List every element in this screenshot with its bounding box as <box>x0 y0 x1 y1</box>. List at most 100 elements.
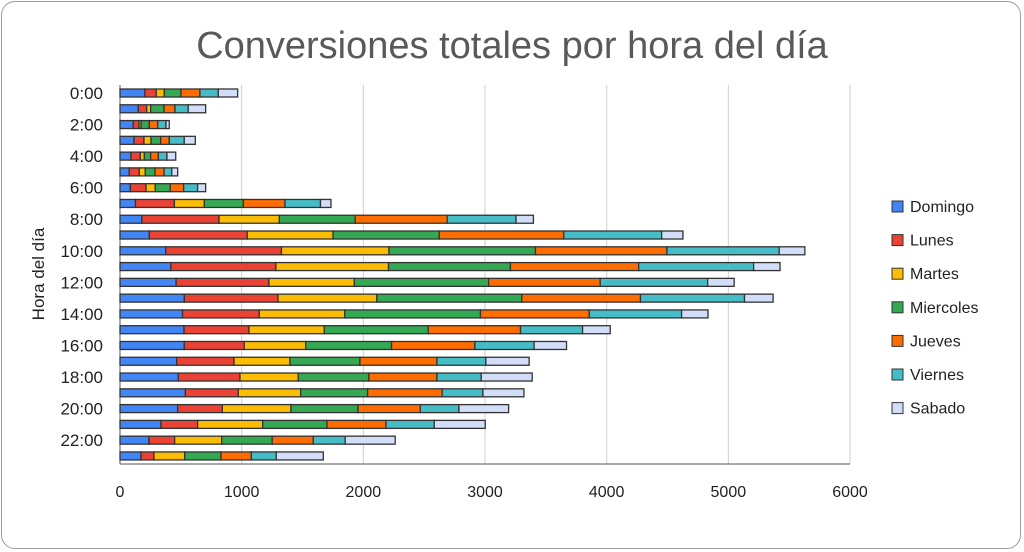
bar-segment-miercoles <box>353 277 490 288</box>
legend-label: Lunes <box>910 233 954 250</box>
bar-segment-viernes <box>666 246 780 256</box>
bar-segment-martes <box>243 340 307 351</box>
bar-segment-lunes <box>128 167 140 177</box>
bar-segment-viernes <box>163 167 173 177</box>
bar-segment-domingo <box>119 451 142 461</box>
bar-segment-miercoles <box>278 214 356 224</box>
bar-group-18-00 <box>119 372 533 382</box>
bar-segment-miercoles <box>144 167 156 177</box>
legend-swatch <box>891 267 904 280</box>
bar-segment-viernes <box>436 372 482 382</box>
legend-item-martes: Martes <box>891 266 959 283</box>
chart-title: Conversiones totales por hora del día <box>196 25 828 67</box>
bar-segment-sabado <box>217 88 239 98</box>
x-tick-label: 0 <box>116 484 125 501</box>
bar-segment-sabado <box>171 167 179 177</box>
legend-item-sabado: Sabado <box>891 401 965 418</box>
bar-segment-lunes <box>132 119 140 130</box>
bar-segment-domingo <box>119 151 132 161</box>
legend-swatch <box>891 368 904 381</box>
bar-segment-jueves <box>438 230 565 240</box>
bar-segment-martes <box>237 388 302 398</box>
bar-segment-viernes <box>639 293 746 303</box>
bar-group-12-00 <box>119 277 735 288</box>
x-tick-label: 3000 <box>467 484 503 501</box>
y-tick-label: 2:00 <box>70 116 103 135</box>
bar-segment-viernes <box>284 198 322 209</box>
bar-group-0-00 <box>119 88 239 98</box>
bar-group-1-00 <box>119 104 207 114</box>
bar-segment-lunes <box>175 277 270 288</box>
bar-segment-domingo <box>119 309 184 319</box>
bar-segment-sabado <box>778 246 806 256</box>
bar-segment-miercoles <box>332 230 440 240</box>
bar-segment-martes <box>221 403 292 414</box>
bar-group-10-00 <box>119 246 806 256</box>
bar-group-16-00 <box>119 340 568 351</box>
y-tick-label: 8:00 <box>70 210 103 229</box>
x-tick-label: 5000 <box>711 484 747 501</box>
bar-segment-miercoles <box>154 183 171 193</box>
bar-segment-miercoles <box>289 356 361 366</box>
bar-group-3-00 <box>119 135 196 145</box>
bar-segment-miercoles <box>290 403 359 414</box>
bar-group-20-00 <box>119 403 510 414</box>
bar-segment-lunes <box>177 372 241 382</box>
bar-segment-jueves <box>366 388 443 398</box>
bar-segment-lunes <box>129 183 147 193</box>
bar-segment-viernes <box>250 451 277 461</box>
bar-segment-domingo <box>119 167 130 177</box>
bar-segment-martes <box>280 246 390 256</box>
bar-segment-martes <box>145 183 156 193</box>
bar-segment-viernes <box>599 277 709 288</box>
y-tick-labels: 0:00 2:00 4:00 6:00 8:00 10:00 12:00 14:00 16:00… <box>60 84 103 450</box>
bar-segment-martes <box>138 167 146 177</box>
bar-segment-lunes <box>183 293 279 303</box>
bar-segment-viernes <box>168 135 185 145</box>
bar-group-7-00 <box>119 198 332 209</box>
y-axis-title: Hora del día <box>29 227 48 320</box>
legend-item-viernes: Viernes <box>891 367 964 384</box>
bar-segment-miercoles <box>387 261 512 272</box>
bar-group-15-00 <box>119 325 611 335</box>
bar-segment-miercoles <box>262 419 328 430</box>
gridlines <box>119 85 851 465</box>
bar-segment-domingo <box>119 325 185 335</box>
bar-segment-martes <box>246 230 334 240</box>
y-tick-label: 16:00 <box>60 336 103 355</box>
bar-segment-jueves <box>148 119 159 130</box>
bar-segment-lunes <box>133 135 145 145</box>
legend-swatch <box>891 402 904 415</box>
bar-segment-domingo <box>119 214 143 224</box>
bar-group-5-00 <box>119 167 179 177</box>
bar-segment-miercoles <box>305 340 393 351</box>
bar-segment-domingo <box>119 435 150 445</box>
bar-group-23-00 <box>119 451 324 461</box>
bar-segment-viernes <box>174 104 189 114</box>
bar-segment-miercoles <box>388 246 537 256</box>
legend-item-domingo: Domingo <box>891 199 974 216</box>
bar-segment-sabado <box>166 151 177 161</box>
bar-segment-miercoles <box>376 293 523 303</box>
bar-segment-jueves <box>357 403 421 414</box>
bar-segment-lunes <box>130 151 141 161</box>
bar-segment-domingo <box>119 372 179 382</box>
bar-segment-domingo <box>119 104 139 114</box>
bar-segment-lunes <box>140 451 155 461</box>
bar-segment-sabado <box>187 104 207 114</box>
bar-segment-miercoles <box>140 119 150 130</box>
bar-segment-domingo <box>119 277 177 288</box>
bar-segment-sabado <box>458 403 510 414</box>
legend-swatch <box>891 334 904 347</box>
bar-segment-martes <box>218 214 281 224</box>
legend-item-jueves: Jueves <box>891 333 961 350</box>
bar-segment-sabado <box>752 261 781 272</box>
bar-segment-viernes <box>157 151 168 161</box>
bar-segment-sabado <box>743 293 774 303</box>
legend-label: Miercoles <box>910 300 978 317</box>
bar-segment-sabado <box>707 277 735 288</box>
bar-segment-martes <box>233 356 291 366</box>
bar-segment-domingo <box>119 388 186 398</box>
legend-swatch <box>891 301 904 314</box>
bar-segment-viernes <box>182 183 199 193</box>
